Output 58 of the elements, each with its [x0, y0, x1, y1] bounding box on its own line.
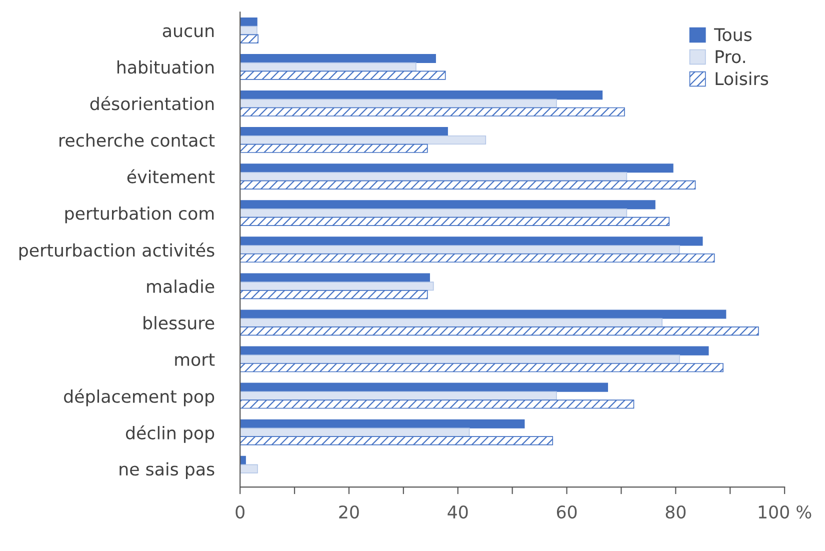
legend-label: Tous — [714, 28, 752, 42]
y-tick-label: habituation — [117, 60, 214, 74]
bar — [240, 144, 428, 153]
bar — [240, 326, 759, 336]
bar — [240, 400, 634, 409]
x-tick-label: 40 — [448, 505, 468, 519]
y-tick-label: déplacement pop — [64, 388, 214, 406]
bar — [240, 310, 726, 319]
legend-label: Pro. — [716, 50, 745, 64]
bar — [240, 70, 446, 80]
x-tick-label: 20 — [339, 505, 359, 519]
y-tick-label: recherche contact — [60, 133, 215, 147]
y-tick-label: évitement — [127, 169, 215, 184]
bar — [240, 354, 680, 364]
bar — [240, 208, 628, 218]
bar — [240, 17, 258, 27]
bar — [240, 34, 258, 44]
y-tick-label: perturbaction activités — [19, 242, 214, 260]
x-tick-label: 80 — [666, 505, 686, 519]
bar — [240, 180, 696, 190]
bar — [240, 464, 258, 474]
y-tick-label: déclin pop — [126, 425, 214, 443]
bar — [240, 282, 434, 291]
y-tick-label: perturbation com — [65, 206, 214, 224]
x-tick-label: 0 — [236, 505, 244, 519]
bar — [240, 26, 258, 35]
y-tick-label: blessure — [144, 316, 214, 330]
bar — [240, 172, 628, 182]
bar — [240, 419, 525, 428]
bar — [240, 391, 557, 400]
bar — [240, 290, 428, 300]
bar — [240, 363, 724, 372]
x-tick-label: 60 — [556, 505, 577, 519]
y-tick-label: maladie — [147, 280, 214, 293]
bar — [240, 318, 662, 328]
bar — [240, 107, 625, 116]
x-tick-label: 100 % — [758, 505, 812, 519]
y-tick-label: mort — [175, 354, 215, 366]
bar — [240, 428, 470, 437]
bar — [240, 253, 715, 263]
bar — [240, 273, 430, 282]
bar — [240, 127, 448, 136]
y-tick-label: ne sais pas — [120, 462, 214, 480]
bar — [240, 436, 554, 446]
bar — [240, 90, 603, 100]
bar — [240, 164, 674, 173]
bar — [240, 216, 670, 226]
bar — [240, 245, 680, 254]
bar — [240, 135, 486, 145]
y-tick-label: désorientation — [90, 96, 214, 110]
bar — [240, 200, 656, 210]
bar — [240, 98, 557, 108]
bar — [240, 62, 416, 72]
bar — [240, 54, 436, 64]
bar — [240, 236, 703, 246]
bar — [240, 382, 608, 392]
y-tick-label: aucun — [162, 27, 214, 38]
legend-label: Loisirs — [716, 72, 768, 86]
